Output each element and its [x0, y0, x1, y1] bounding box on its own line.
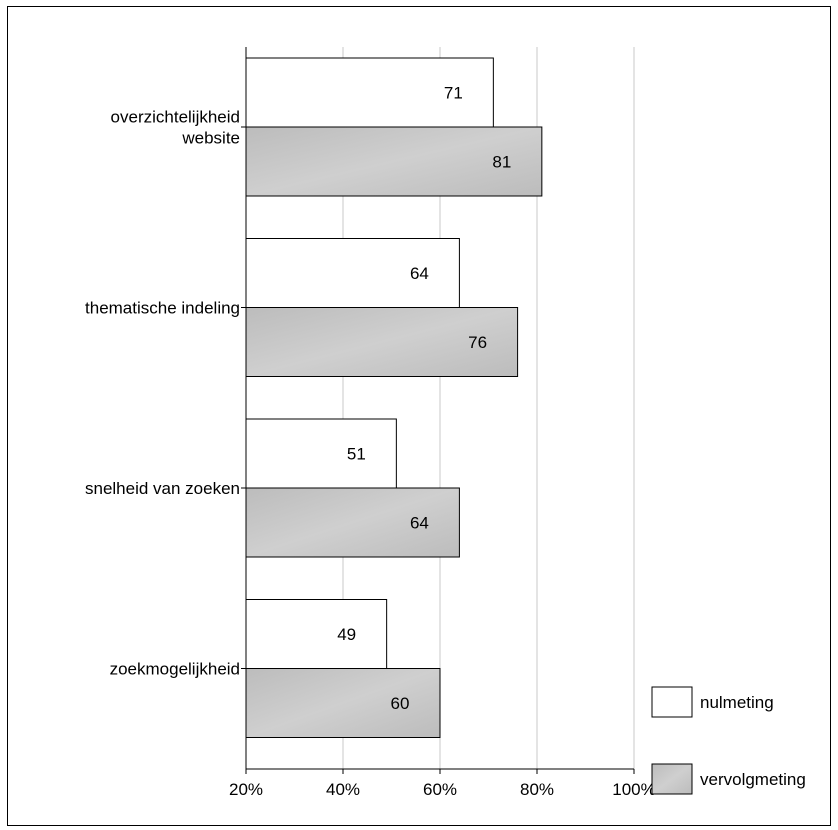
bar: [245, 487, 460, 558]
data-label: 60: [391, 694, 410, 713]
category-label: thematische indeling: [85, 299, 240, 318]
x-tick-label: 20%: [229, 780, 263, 799]
bar: [245, 126, 543, 197]
data-label: 64: [410, 264, 429, 283]
data-label: 64: [410, 514, 429, 533]
x-tick-label: 80%: [520, 780, 554, 799]
category-label: website: [181, 129, 240, 148]
bar: [245, 668, 441, 738]
data-label: 76: [468, 333, 487, 352]
legend-swatch: [651, 763, 693, 795]
legend-swatch: [651, 686, 693, 718]
bar: [245, 418, 397, 489]
x-tick-label: 40%: [326, 780, 360, 799]
data-label: 81: [492, 153, 511, 172]
bar: [245, 599, 388, 669]
bar: [245, 307, 519, 377]
data-label: 49: [337, 625, 356, 644]
category-label: snelheid van zoeken: [85, 479, 240, 498]
x-tick-label: 60%: [423, 780, 457, 799]
legend-label: nulmeting: [700, 693, 774, 712]
data-label: 71: [444, 84, 463, 103]
category-label: zoekmogelijkheid: [110, 660, 240, 679]
data-label: 51: [347, 445, 366, 464]
bar-chart: 71 81 overzichtelijkheid website 64 76 themati…: [85, 47, 806, 799]
bar: [245, 238, 460, 308]
category-label: overzichtelijkheid: [111, 108, 240, 127]
x-tick-label: 100%: [612, 780, 655, 799]
chart-frame: 71 81 overzichtelijkheid website 64 76 themati…: [7, 6, 831, 826]
bar: [245, 57, 494, 128]
legend-label: vervolgmeting: [700, 770, 806, 789]
